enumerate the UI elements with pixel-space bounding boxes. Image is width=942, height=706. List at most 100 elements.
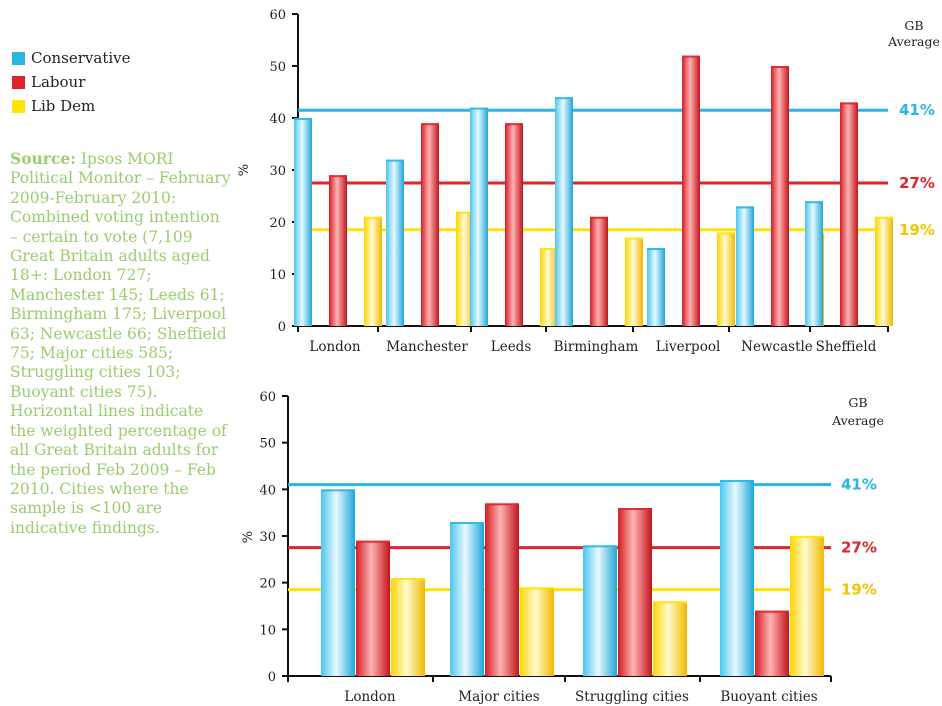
chart1-bar-conservative: [470, 107, 488, 326]
chart2-bar-cap-libdem: [391, 578, 425, 580]
chart2-bar-conservative: [583, 545, 617, 676]
legend-label-conservative: Conservative: [31, 49, 131, 67]
chart2-y-tick-label: 0: [268, 670, 276, 685]
chart2-bar-cap-conservative: [720, 480, 754, 482]
chart1-bar-labour: [771, 66, 789, 326]
source-note: Source: Ipsos MORI Political Monitor – F…: [10, 149, 232, 538]
chart1-bar-labour: [682, 55, 700, 326]
chart1-bar-libdem: [875, 216, 893, 326]
chart1-bar-cap-libdem: [540, 248, 558, 250]
chart-legend: Conservative Labour Lib Dem: [12, 46, 131, 118]
chart1-bar-cap-libdem: [456, 211, 474, 214]
chart1-bar-conservative: [736, 206, 754, 326]
chart1-bar-libdem: [456, 211, 474, 326]
chart1-y-tick-label: 10: [269, 268, 286, 283]
chart1-bar-libdem: [364, 216, 382, 326]
chart2-y-tick-label: 30: [259, 530, 276, 545]
chart1-category-label: Newcastle: [741, 339, 813, 355]
chart2-bar-labour: [356, 540, 390, 676]
chart1-bar-conservative: [805, 201, 823, 326]
chart1-bar-cap-labour: [421, 123, 439, 126]
chart1-bar-cap-libdem: [364, 216, 382, 219]
chart1-bar-cap-conservative: [470, 107, 488, 110]
chart1-category-label: Sheffield: [816, 339, 877, 355]
chart2-bar-cap-conservative: [583, 545, 617, 548]
chart2-y-tick-label: 40: [259, 483, 276, 498]
chart1-bar-conservative: [294, 118, 312, 326]
chart1-category-label: Liverpool: [656, 339, 721, 355]
chart1-bar-cap-labour: [590, 216, 608, 219]
chart1-gb-average-title: Average: [887, 34, 940, 49]
chart2-category-label: Struggling cities: [575, 689, 689, 705]
chart2-bar-labour: [755, 610, 789, 676]
chart2-bar-libdem: [653, 601, 687, 676]
chart1-bar-conservative: [647, 248, 665, 326]
chart2-bar-labour: [618, 508, 652, 676]
legend-swatch-labour: [12, 75, 25, 89]
chart2-bar-libdem: [520, 587, 554, 676]
legend-swatch-conservative: [12, 51, 25, 65]
chart1-bar-cap-conservative: [294, 118, 312, 120]
chart1-category-label: Manchester: [386, 339, 468, 355]
chart1-y-tick-label: 50: [269, 60, 286, 75]
chart1-bar-libdem: [717, 232, 735, 326]
chart2-bar-cap-conservative: [450, 522, 484, 524]
chart2-bar-cap-labour: [618, 508, 652, 510]
chart1-bar-cap-libdem: [625, 237, 643, 240]
chart1-bar-labour: [329, 175, 347, 326]
source-label: Source:: [10, 149, 76, 168]
legend-item-libdem: Lib Dem: [12, 94, 131, 118]
chart2-bar-cap-labour: [755, 610, 789, 613]
chart2-category-label: London: [344, 689, 396, 705]
chart1-bar-conservative: [386, 159, 404, 326]
chart1-bar-labour: [590, 216, 608, 326]
chart2-gb-average-title: GB: [848, 395, 867, 410]
chart1-gb-average-label-libdem: 19%: [899, 221, 935, 239]
source-text: Ipsos MORI Political Monitor – February …: [10, 150, 231, 537]
chart1-bar-conservative: [555, 97, 573, 326]
chart1-category-label: Birmingham: [554, 339, 639, 355]
chart1-gb-average-title: GB: [904, 18, 923, 33]
chart2-gb-average-label-conservative: 41%: [841, 476, 877, 494]
chart1-bar-cap-conservative: [555, 97, 573, 100]
chart1-bar-cap-conservative: [805, 201, 823, 204]
chart1-bar-cap-conservative: [647, 248, 665, 250]
chart1-bar-cap-labour: [840, 102, 858, 105]
chart2-y-tick-label: 50: [259, 437, 276, 452]
chart2-y-tick-label: 20: [259, 577, 276, 592]
chart1-bar-cap-libdem: [717, 232, 735, 235]
legend-label-libdem: Lib Dem: [31, 97, 96, 115]
chart2-bar-cap-labour: [356, 540, 390, 543]
chart2-category-label: Major cities: [458, 689, 540, 705]
chart1-bar-cap-conservative: [736, 206, 754, 209]
chart2-bar-libdem: [790, 536, 824, 676]
chart2-bar-cap-libdem: [520, 587, 554, 590]
chart1-bar-cap-labour: [329, 175, 347, 178]
chart1-bar-cap-labour: [771, 66, 789, 68]
chart2-y-axis-label: %: [241, 531, 256, 543]
chart1-category-label: London: [309, 339, 361, 355]
chart1-y-tick-label: 0: [278, 320, 286, 335]
chart1-y-tick-label: 60: [269, 8, 286, 23]
legend-label-labour: Labour: [31, 73, 86, 91]
chart1-bar-cap-conservative: [386, 159, 404, 162]
chart2-bar-conservative: [720, 480, 754, 676]
chart1-bar-labour: [840, 102, 858, 327]
chart1-y-tick-label: 40: [269, 112, 286, 127]
legend-item-labour: Labour: [12, 70, 131, 94]
chart2-y-tick-label: 60: [259, 390, 276, 405]
chart1-bar-cap-labour: [682, 55, 700, 58]
chart1-bar-cap-libdem: [875, 216, 893, 219]
chart2-bar-conservative: [321, 489, 355, 676]
chart1-gb-average-label-conservative: 41%: [899, 101, 935, 119]
chart1-y-tick-label: 20: [269, 216, 286, 231]
chart2-bar-cap-conservative: [321, 489, 355, 492]
chart2-bar-labour: [485, 503, 519, 676]
chart2-category-label: Buoyant cities: [720, 689, 817, 705]
chart1-category-label: Leeds: [491, 339, 532, 355]
chart2-bar-cap-labour: [485, 503, 519, 506]
chart1-bar-cap-labour: [505, 123, 523, 126]
legend-swatch-libdem: [12, 99, 25, 113]
chart1-y-axis-label: %: [237, 164, 252, 176]
